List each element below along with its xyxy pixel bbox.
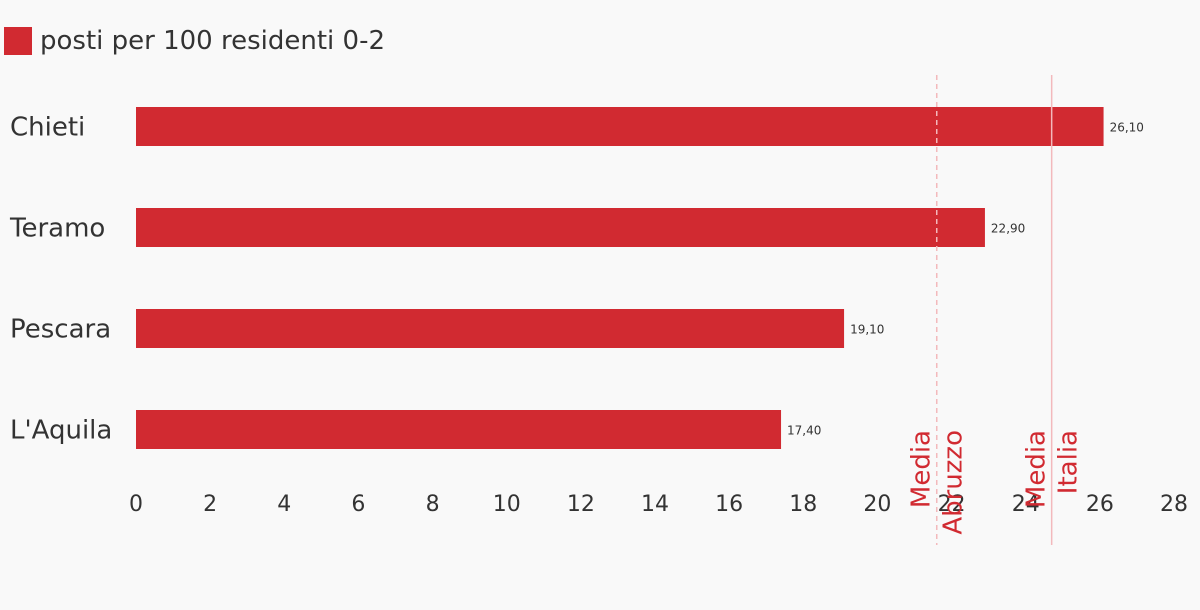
- category-label: L'Aquila: [10, 416, 112, 446]
- x-tick-label: 6: [351, 492, 365, 517]
- bar-laquila: [136, 410, 782, 449]
- x-tick-label: 18: [789, 492, 817, 517]
- reference-line-label: Media: [907, 430, 937, 508]
- x-tick-label: 10: [493, 492, 521, 517]
- bar-chieti: [136, 107, 1104, 146]
- x-tick-label: 16: [715, 492, 743, 517]
- category-label: Teramo: [9, 214, 105, 244]
- category-label: Pescara: [10, 315, 111, 345]
- reference-line-label: Abruzzo: [939, 430, 969, 535]
- x-tick-label: 28: [1160, 492, 1188, 517]
- legend-label: posti per 100 residenti 0-2: [40, 26, 385, 56]
- bar-teramo: [136, 208, 985, 247]
- reference-line-label: Media: [1022, 430, 1052, 508]
- x-tick-label: 0: [129, 492, 143, 517]
- value-label: 17,40: [787, 424, 821, 438]
- x-tick-label: 4: [277, 492, 291, 517]
- reference-line-label: Italia: [1054, 430, 1084, 494]
- x-tick-label: 24: [1012, 492, 1040, 517]
- value-label: 19,10: [850, 323, 884, 337]
- value-label: 22,90: [991, 222, 1025, 236]
- legend-swatch: [4, 27, 32, 55]
- value-label: 26,10: [1110, 121, 1144, 135]
- x-tick-label: 14: [641, 492, 669, 517]
- x-tick-label: 20: [863, 492, 891, 517]
- legend: posti per 100 residenti 0-2: [4, 22, 385, 60]
- bar-pescara: [136, 309, 845, 348]
- x-tick-label: 22: [938, 492, 966, 517]
- x-tick-label: 2: [203, 492, 217, 517]
- x-tick-label: 12: [567, 492, 595, 517]
- category-label: Chieti: [10, 113, 85, 143]
- x-tick-label: 8: [426, 492, 440, 517]
- x-tick-label: 26: [1086, 492, 1114, 517]
